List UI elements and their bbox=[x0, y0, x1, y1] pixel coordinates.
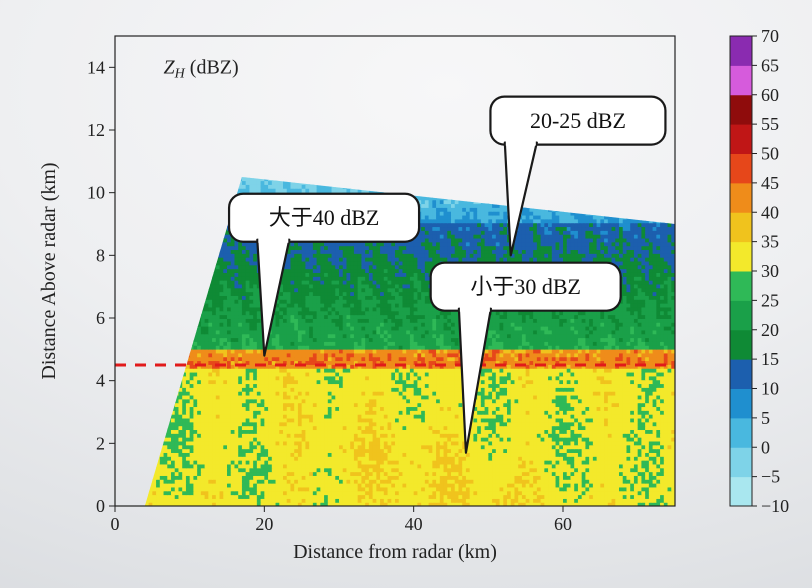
callout-text: 小于30 dBZ bbox=[470, 274, 581, 299]
x-axis-label-svg: Distance from radar (km) bbox=[293, 541, 497, 563]
colorbar-tick-label: −10 bbox=[761, 496, 789, 516]
colorbar-tick-label: 65 bbox=[761, 55, 779, 75]
colorbar-tick-label: 25 bbox=[761, 290, 779, 310]
colorbar-tick-label: 60 bbox=[761, 85, 779, 105]
colorbar: −10 −5 0 5 10 15 20 25 30 35 40 45 50 55 60 65 70 bbox=[730, 26, 789, 516]
colorbar-tick-label: 35 bbox=[761, 232, 779, 252]
colorbar-tick-label: 50 bbox=[761, 144, 779, 164]
y-tick-label: 6 bbox=[96, 308, 105, 328]
colorbar-tick-label: 0 bbox=[761, 437, 770, 457]
colorbar-tick-label: 45 bbox=[761, 173, 779, 193]
colorbar-tick-label: 10 bbox=[761, 379, 779, 399]
callout-text: 20-25 dBZ bbox=[530, 108, 626, 133]
y-tick-label: 14 bbox=[87, 57, 105, 77]
colorbar-tick-label: 30 bbox=[761, 261, 779, 281]
x-tick-label: 0 bbox=[111, 514, 120, 534]
figure-root: 0 20 40 60 0 2 4 6 8 10 12 14 Distance from radar (k… bbox=[0, 0, 812, 588]
figure-svg: 0 20 40 60 0 2 4 6 8 10 12 14 Distance from radar (k… bbox=[0, 0, 812, 588]
x-tick-label: 60 bbox=[554, 514, 572, 534]
x-tick-label: 20 bbox=[255, 514, 273, 534]
colorbar-tick-label: 40 bbox=[761, 202, 779, 222]
y-tick-label: 8 bbox=[96, 245, 105, 265]
variable-label: ZH (dBZ) bbox=[164, 56, 239, 81]
colorbar-tick-label: −5 bbox=[761, 467, 780, 487]
colorbar-tick-label: 15 bbox=[761, 349, 779, 369]
colorbar-tick-label: 55 bbox=[761, 114, 779, 134]
colorbar-tick-label: 5 bbox=[761, 408, 770, 428]
y-tick-label: 2 bbox=[96, 433, 105, 453]
colorbar-tick-label: 70 bbox=[761, 26, 779, 46]
y-axis-label-svg: Distance Above radar (km) bbox=[38, 162, 60, 379]
colorbar-tick-label: 20 bbox=[761, 320, 779, 340]
y-tick-label: 4 bbox=[96, 371, 105, 391]
y-tick-label: 12 bbox=[87, 120, 105, 140]
x-tick-label: 40 bbox=[405, 514, 423, 534]
y-tick-label: 0 bbox=[96, 496, 105, 516]
y-tick-label: 10 bbox=[87, 183, 105, 203]
callout-text: 大于40 dBZ bbox=[269, 205, 380, 230]
